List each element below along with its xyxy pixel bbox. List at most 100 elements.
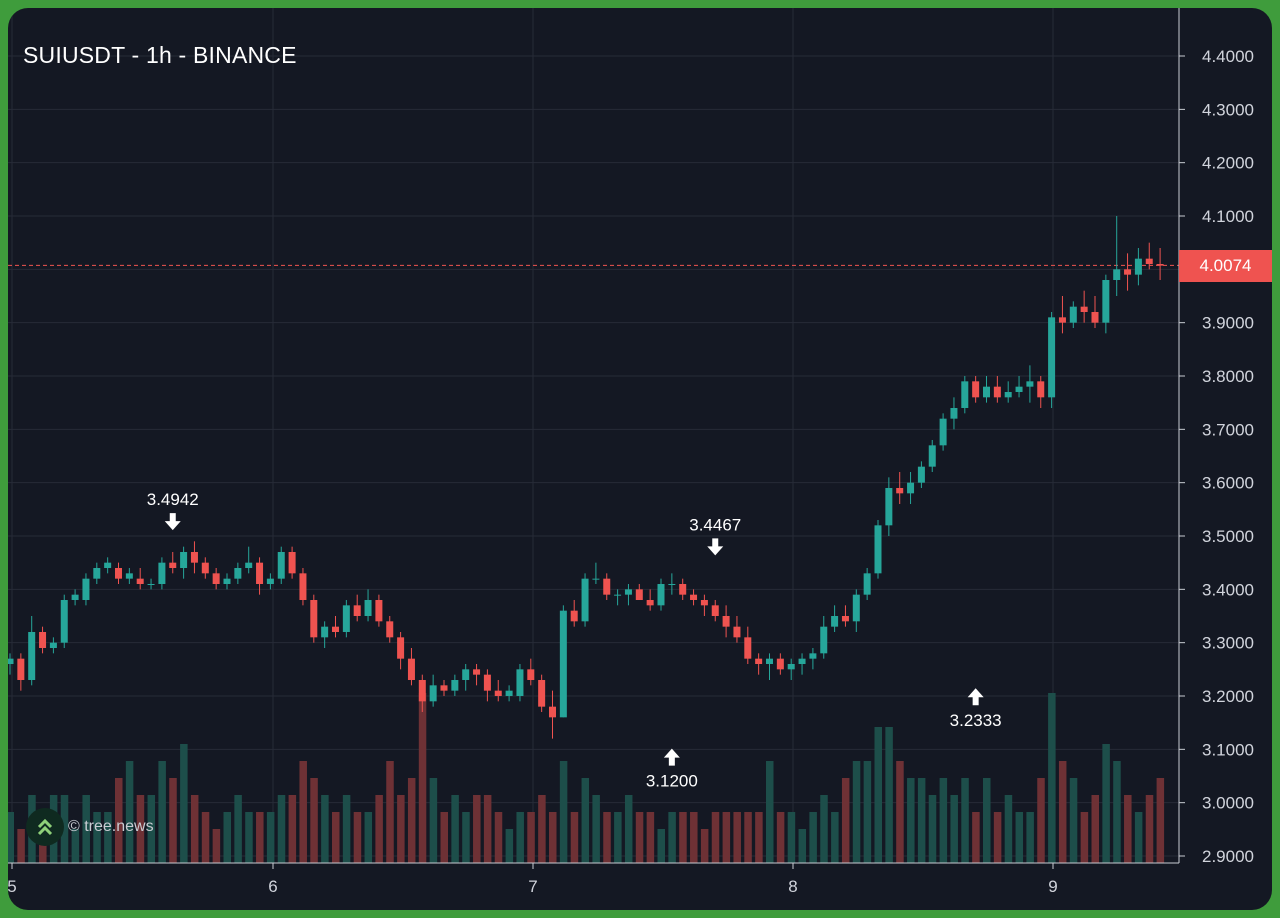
candle-body <box>1037 381 1045 398</box>
candle-body <box>1113 269 1121 280</box>
volume-bar <box>299 761 307 863</box>
volume-bar <box>201 812 210 863</box>
candle-body <box>223 578 231 584</box>
volume-bar <box>407 778 416 863</box>
volume-bar <box>17 829 25 863</box>
chart-title: SUIUSDT - 1h - BINANCE <box>23 42 297 68</box>
volume-bar <box>288 795 297 863</box>
candle-body <box>104 562 112 568</box>
volume-bar <box>776 812 785 863</box>
annotation-label: 3.4467 <box>689 515 741 534</box>
volume-bar <box>863 761 872 863</box>
candle-body <box>1156 264 1164 266</box>
candle-body <box>961 381 969 408</box>
volume-bar <box>961 778 969 863</box>
annotation-label: 3.1200 <box>646 772 698 791</box>
candle-body <box>353 605 361 616</box>
candle-body <box>1134 258 1142 275</box>
candle-body <box>549 706 556 718</box>
volume-bar <box>180 744 188 863</box>
volume-bar <box>310 778 318 863</box>
volume-bar <box>1156 778 1165 863</box>
candle-body <box>679 584 687 595</box>
candle-body <box>212 573 220 584</box>
candle-body <box>1069 306 1077 323</box>
candle-body <box>158 562 166 584</box>
volume-bar <box>841 778 850 863</box>
candle-body <box>169 562 177 568</box>
volume-bar <box>212 829 221 863</box>
y-tick-label: 3.6000 <box>1202 474 1254 493</box>
volume-bar <box>1091 795 1099 863</box>
volume-bar <box>972 812 980 863</box>
candle-body <box>614 594 622 596</box>
volume-bar <box>386 761 394 863</box>
volume-bar <box>820 795 828 863</box>
candle-body <box>397 637 405 659</box>
volume-bar <box>93 812 101 863</box>
volume-bar <box>1145 795 1154 863</box>
x-tick-label: 8 <box>788 877 797 896</box>
volume-bar <box>549 812 557 863</box>
candle-body <box>635 589 643 600</box>
y-tick-label: 3.8000 <box>1202 367 1254 386</box>
volume-bar <box>744 812 752 863</box>
candle-body <box>49 642 57 648</box>
volume-bar <box>483 795 492 863</box>
down-arrow-icon <box>164 513 181 531</box>
volume-bar <box>1037 778 1045 863</box>
candle-body <box>755 658 763 664</box>
candle-body <box>375 600 383 622</box>
y-tick-label: 3.5000 <box>1202 527 1254 546</box>
candle-body <box>462 669 470 680</box>
candle-body <box>863 573 871 595</box>
candle-body <box>310 600 318 638</box>
volume-bar <box>809 812 817 863</box>
candle-body <box>234 568 242 579</box>
volume-bar <box>1004 795 1013 863</box>
volume-bar <box>147 795 156 863</box>
candle-body <box>711 605 719 616</box>
volume-bar <box>885 727 893 863</box>
y-tick-label: 3.2000 <box>1202 687 1254 706</box>
candle-body <box>1091 312 1099 323</box>
volume-bar <box>1102 744 1110 863</box>
y-tick-label: 3.7000 <box>1202 420 1254 439</box>
last-price-badge: 4.0074 <box>1179 250 1272 282</box>
volume-bar <box>852 761 861 863</box>
volume-bar <box>8 812 14 863</box>
candle-body <box>321 626 329 638</box>
candle-body <box>950 408 958 419</box>
volume-bar <box>581 778 590 863</box>
volume-bar <box>451 795 459 863</box>
candle-body <box>28 632 36 680</box>
candle-body <box>256 562 264 584</box>
candle-body <box>8 658 14 664</box>
volume-bar <box>245 812 253 863</box>
candle-body <box>1048 317 1056 398</box>
candle-body <box>700 600 708 606</box>
volume-bar <box>1134 812 1143 863</box>
candle-body <box>592 578 600 580</box>
candle-body <box>364 600 372 616</box>
candle-body <box>603 578 611 595</box>
candle-body <box>570 610 578 622</box>
volume-bar <box>494 812 503 863</box>
y-tick-label: 3.3000 <box>1202 634 1254 653</box>
annotation-label: 3.4942 <box>147 490 199 509</box>
volume-bar <box>440 812 448 863</box>
y-tick-label: 3.1000 <box>1202 740 1254 759</box>
candle-body <box>646 600 654 606</box>
candle-body <box>993 386 1001 398</box>
candle-body <box>690 594 698 600</box>
volume-bar <box>1026 812 1034 863</box>
volume-bar <box>516 812 524 863</box>
candle-body <box>527 669 535 680</box>
volume-bar <box>223 812 231 863</box>
candles <box>8 216 1164 739</box>
x-tick-label: 7 <box>528 877 537 896</box>
candle-body <box>657 584 665 606</box>
volume-bar <box>364 812 373 863</box>
candle-body <box>841 616 849 622</box>
volume-bar <box>429 778 438 863</box>
